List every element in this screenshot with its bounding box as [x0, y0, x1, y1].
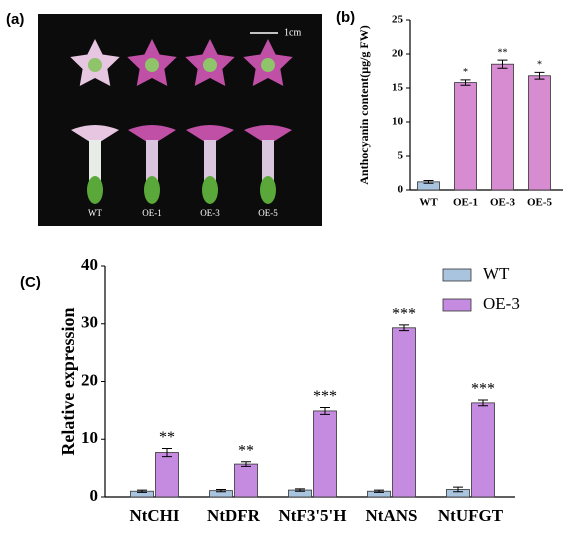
error-bar: [423, 179, 434, 184]
panel-label: (b): [336, 9, 355, 26]
y-tick-label: 0: [90, 486, 99, 505]
bar: [313, 410, 337, 498]
y-tick-label: 20: [81, 370, 98, 389]
bar: [454, 82, 477, 191]
error-bar: [478, 399, 488, 407]
flower-calyx: [260, 176, 276, 204]
error-bar: [320, 406, 330, 415]
y-tick-label: 30: [81, 313, 98, 332]
significance: *: [537, 60, 542, 71]
error-bar: [453, 486, 463, 493]
x-tick-label: OE-5: [527, 197, 553, 209]
flower-tube: [204, 140, 216, 182]
error-bar: [295, 488, 305, 492]
y-tick-label: 15: [392, 82, 404, 94]
y-tick-label: 20: [392, 48, 404, 60]
flower-center: [261, 58, 275, 72]
x-tick-label: NtCHI: [129, 506, 179, 525]
flower-center: [145, 58, 159, 72]
bar: [234, 463, 258, 498]
legend-label: OE-3: [483, 294, 520, 313]
x-tick-label: WT: [419, 197, 438, 209]
flower-side: [71, 125, 119, 142]
y-axis-label: Relative expression: [58, 307, 78, 455]
error-bar: [399, 324, 409, 332]
x-tick-label: NtDFR: [207, 506, 261, 525]
flower-calyx: [144, 176, 160, 204]
panel-label: (a): [6, 11, 24, 28]
significance: **: [498, 47, 508, 58]
y-tick-label: 0: [398, 184, 404, 196]
x-tick-label: NtF3'5'H: [279, 506, 347, 525]
bar: [392, 327, 416, 498]
y-tick-label: 40: [81, 255, 98, 274]
y-tick-label: 5: [398, 150, 404, 162]
flowers: WT OE-1 OE-3 OE-5: [70, 39, 293, 218]
bar: [491, 63, 514, 191]
x-tick-label: OE-3: [490, 197, 516, 209]
flower-side: [128, 125, 176, 142]
flower-center: [88, 58, 102, 72]
error-bar: [216, 488, 226, 493]
significance: **: [159, 429, 175, 446]
x-tick-label: NtUFGT: [438, 506, 504, 525]
error-bar: [137, 489, 147, 493]
bar: [471, 402, 495, 498]
flower-calyx: [87, 176, 103, 204]
legend-label: WT: [483, 264, 510, 283]
bar: [528, 75, 551, 191]
error-bar: [534, 71, 545, 80]
photo-label: WT: [88, 208, 102, 218]
photo: [38, 14, 322, 226]
error-bar: [374, 489, 384, 493]
significance: *: [463, 67, 468, 78]
flower-tube: [262, 140, 274, 182]
significance: ***: [471, 381, 495, 398]
y-tick-label: 25: [392, 14, 404, 26]
significance: ***: [392, 306, 416, 323]
x-tick-label: NtANS: [366, 506, 418, 525]
error-bar: [162, 447, 172, 458]
scale-label: 1cm: [284, 27, 301, 38]
photo-label: OE-5: [258, 208, 278, 218]
legend-swatch: [442, 298, 472, 312]
legend-swatch: [442, 268, 472, 282]
flower-side: [186, 125, 234, 142]
x-tick-label: OE-1: [453, 197, 478, 209]
flower-center: [203, 58, 217, 72]
error-bar: [497, 59, 508, 69]
y-tick-label: 10: [392, 116, 404, 128]
photo-label: OE-1: [142, 208, 162, 218]
bar: [155, 452, 179, 498]
photo-label: OE-3: [200, 208, 220, 218]
flower-side: [244, 125, 292, 142]
flower-calyx: [202, 176, 218, 204]
flower-tube: [146, 140, 158, 182]
flower-tube: [89, 140, 101, 182]
error-bar: [460, 79, 471, 86]
y-tick-label: 10: [81, 428, 98, 447]
y-axis-label: Anthocyanin content(μg/g FW): [357, 25, 371, 184]
error-bar: [241, 461, 251, 467]
panel-label: (C): [20, 274, 41, 291]
significance: **: [238, 442, 254, 459]
significance: ***: [313, 388, 337, 405]
